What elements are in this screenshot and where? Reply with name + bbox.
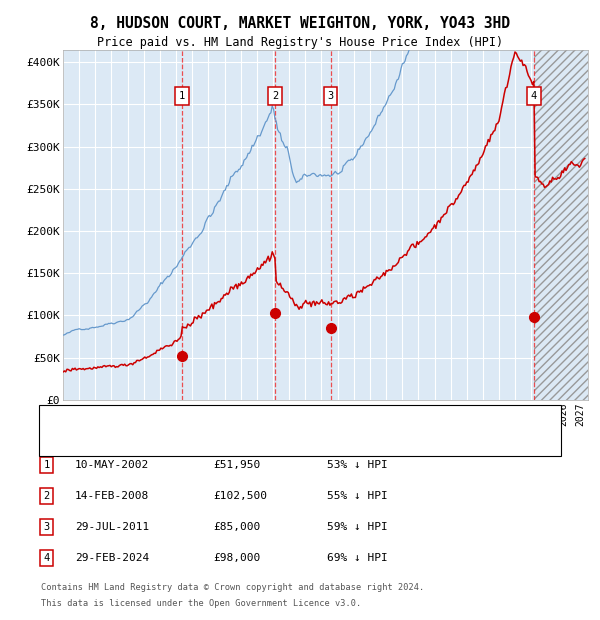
Text: 10-MAY-2002: 10-MAY-2002 [75,460,149,470]
Text: 69% ↓ HPI: 69% ↓ HPI [327,553,388,563]
Text: Price paid vs. HM Land Registry's House Price Index (HPI): Price paid vs. HM Land Registry's House … [97,36,503,49]
Text: £102,500: £102,500 [213,491,267,501]
Text: 2: 2 [272,91,278,101]
Text: ——: —— [51,436,68,450]
Text: 59% ↓ HPI: 59% ↓ HPI [327,522,388,532]
Text: £51,950: £51,950 [213,460,260,470]
Text: 2: 2 [44,491,50,501]
Text: HPI: Average price, detached house, East Riding of Yorkshire: HPI: Average price, detached house, East… [87,438,447,448]
Text: 4: 4 [44,553,50,563]
Text: £85,000: £85,000 [213,522,260,532]
Text: 1: 1 [179,91,185,101]
Bar [534,50,588,400]
Text: 29-FEB-2024: 29-FEB-2024 [75,553,149,563]
Text: 29-JUL-2011: 29-JUL-2011 [75,522,149,532]
Text: 55% ↓ HPI: 55% ↓ HPI [327,491,388,501]
Text: £98,000: £98,000 [213,553,260,563]
Text: 1: 1 [44,460,50,470]
Text: Contains HM Land Registry data © Crown copyright and database right 2024.: Contains HM Land Registry data © Crown c… [41,583,424,592]
Text: 8, HUDSON COURT, MARKET WEIGHTON, YORK, YO43 3HD (detached house): 8, HUDSON COURT, MARKET WEIGHTON, YORK, … [87,414,477,424]
Text: 3: 3 [328,91,334,101]
Text: 4: 4 [531,91,537,101]
Text: 14-FEB-2008: 14-FEB-2008 [75,491,149,501]
Text: ——: —— [51,412,68,426]
Text: 3: 3 [44,522,50,532]
Text: This data is licensed under the Open Government Licence v3.0.: This data is licensed under the Open Gov… [41,598,361,608]
Text: 53% ↓ HPI: 53% ↓ HPI [327,460,388,470]
Text: 8, HUDSON COURT, MARKET WEIGHTON, YORK, YO43 3HD: 8, HUDSON COURT, MARKET WEIGHTON, YORK, … [90,16,510,30]
